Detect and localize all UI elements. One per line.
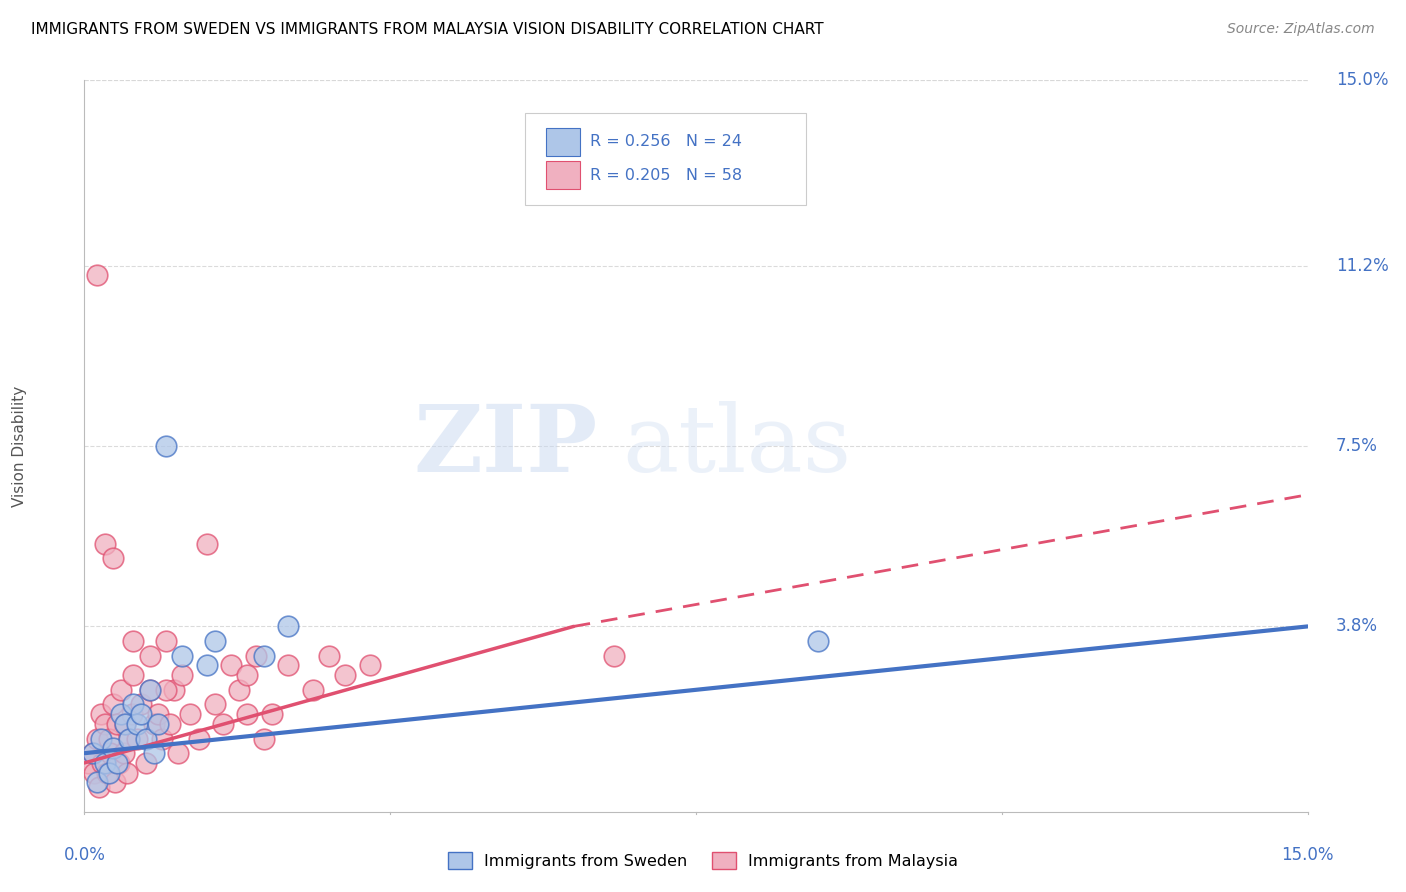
Point [159, 717, 181, 731]
Point [91, 756, 114, 770]
Point [87, 780, 110, 795]
Point [172, 668, 194, 682]
Point [359, 658, 381, 673]
Point [82, 746, 104, 760]
Point [260, 707, 283, 722]
Point [112, 746, 135, 760]
Text: 11.2%: 11.2% [1336, 257, 1389, 275]
Point [93, 717, 115, 731]
Point [277, 658, 299, 673]
Point [146, 717, 169, 731]
Point [301, 682, 323, 697]
Point [90, 731, 112, 746]
Point [86, 731, 108, 746]
Point [167, 746, 190, 760]
Point [104, 775, 127, 789]
Point [83, 765, 105, 780]
Point [122, 698, 145, 712]
Point [187, 731, 209, 746]
Point [110, 682, 132, 697]
Text: atlas: atlas [623, 401, 852, 491]
Point [127, 731, 149, 746]
Point [77, 756, 100, 770]
Point [114, 717, 136, 731]
Point [122, 634, 145, 648]
Point [105, 756, 128, 770]
Point [603, 648, 626, 663]
Point [155, 634, 177, 648]
Point [100, 746, 122, 760]
Point [172, 648, 194, 663]
Point [82, 746, 104, 760]
Text: R = 0.256   N = 24: R = 0.256 N = 24 [589, 134, 741, 149]
Point [236, 707, 259, 722]
Point [228, 682, 250, 697]
Bar [546, 128, 579, 155]
Point [118, 731, 141, 746]
Point [93, 756, 115, 770]
Text: R = 0.205   N = 58: R = 0.205 N = 58 [589, 168, 742, 183]
Point [86, 775, 108, 789]
Text: 0.0%: 0.0% [63, 846, 105, 863]
Point [127, 717, 149, 731]
Point [107, 756, 129, 770]
Point [101, 741, 124, 756]
Point [138, 682, 160, 697]
Point [114, 717, 136, 731]
Point [110, 707, 132, 722]
Point [195, 658, 218, 673]
Point [318, 648, 340, 663]
Point [179, 707, 201, 722]
FancyBboxPatch shape [524, 113, 806, 204]
Point [101, 551, 124, 566]
Point [97, 765, 120, 780]
Point [245, 648, 267, 663]
Point [138, 682, 160, 697]
Point [204, 634, 226, 648]
Point [90, 707, 112, 722]
Point [807, 634, 830, 648]
Point [146, 707, 169, 722]
Point [86, 268, 108, 283]
Point [121, 707, 143, 722]
Text: 15.0%: 15.0% [1336, 71, 1389, 89]
Point [135, 756, 157, 770]
Point [236, 668, 259, 682]
Text: 15.0%: 15.0% [1281, 846, 1334, 863]
Point [253, 731, 276, 746]
Legend: Immigrants from Sweden, Immigrants from Malaysia: Immigrants from Sweden, Immigrants from … [441, 846, 965, 875]
Point [131, 698, 153, 712]
Point [135, 731, 157, 746]
Point [204, 698, 226, 712]
Point [155, 682, 177, 697]
Point [131, 707, 153, 722]
Point [118, 731, 141, 746]
Point [155, 439, 177, 453]
Bar [546, 161, 579, 189]
Point [277, 619, 299, 633]
Point [96, 765, 118, 780]
Point [93, 536, 115, 550]
Point [212, 717, 235, 731]
Text: Source: ZipAtlas.com: Source: ZipAtlas.com [1227, 22, 1375, 37]
Text: 3.8%: 3.8% [1336, 617, 1378, 635]
Point [219, 658, 242, 673]
Point [195, 536, 218, 550]
Point [150, 731, 173, 746]
Point [122, 668, 145, 682]
Point [97, 731, 120, 746]
Point [115, 765, 138, 780]
Point [138, 648, 160, 663]
Point [101, 698, 124, 712]
Text: 7.5%: 7.5% [1336, 437, 1378, 455]
Point [142, 746, 165, 760]
Point [105, 717, 128, 731]
Text: Vision Disability: Vision Disability [11, 385, 27, 507]
Text: ZIP: ZIP [413, 401, 598, 491]
Point [253, 648, 276, 663]
Text: IMMIGRANTS FROM SWEDEN VS IMMIGRANTS FROM MALAYSIA VISION DISABILITY CORRELATION: IMMIGRANTS FROM SWEDEN VS IMMIGRANTS FRO… [31, 22, 824, 37]
Point [142, 717, 165, 731]
Point [163, 682, 186, 697]
Point [335, 668, 357, 682]
